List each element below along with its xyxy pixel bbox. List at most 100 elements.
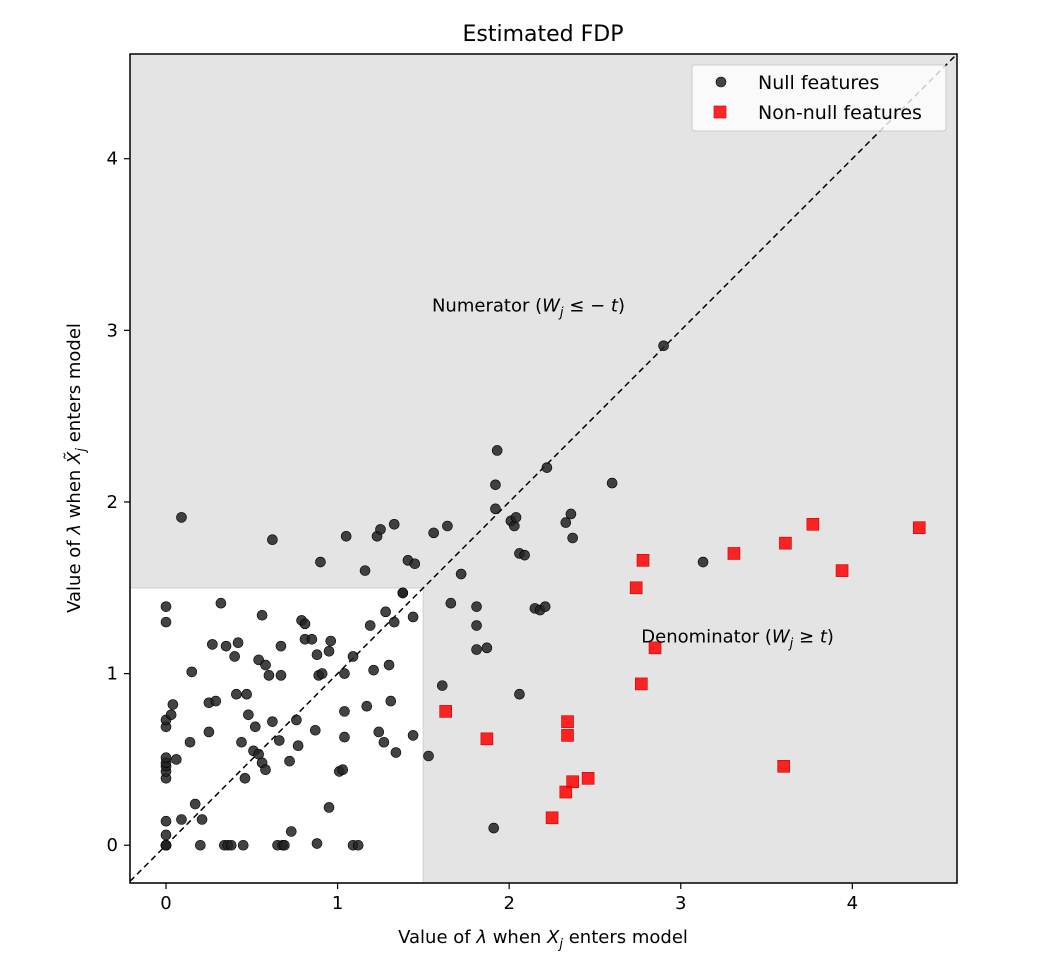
null-point: [165, 709, 177, 721]
null-point: [658, 340, 669, 352]
y-tick-label: 0: [107, 835, 118, 856]
null-point: [310, 724, 321, 736]
null-point: [380, 606, 391, 618]
null-point: [481, 642, 493, 654]
null-point: [160, 839, 172, 851]
null-point: [167, 699, 179, 710]
x-tick-label: 0: [160, 893, 171, 914]
non-null-point: [480, 732, 494, 746]
null-point: [189, 798, 201, 810]
x-tick-label: 4: [847, 893, 858, 914]
null-point: [325, 635, 337, 647]
null-point: [231, 688, 242, 700]
null-point: [237, 839, 249, 851]
non-null-point: [779, 536, 792, 550]
y-axis-label: Value of λ when X̃j enters model: [64, 323, 89, 613]
null-point: [455, 568, 467, 580]
null-point: [407, 730, 419, 741]
non-null-point: [566, 775, 579, 789]
y-tick-label: 4: [107, 149, 118, 170]
x-axis-label: Value of λ when Xj enters model: [398, 927, 688, 952]
y-tick-label: 1: [107, 664, 118, 685]
null-point: [292, 740, 304, 751]
legend-box: [691, 64, 947, 132]
null-point: [291, 714, 302, 726]
null-point: [160, 752, 172, 764]
null-point: [471, 601, 482, 612]
null-point: [311, 649, 323, 661]
non-null-point: [634, 677, 648, 691]
null-point: [195, 839, 206, 851]
null-point: [284, 755, 295, 767]
null-point: [249, 721, 261, 733]
null-point: [315, 556, 326, 568]
null-point: [491, 445, 503, 456]
null-point: [407, 611, 419, 623]
null-point: [388, 518, 400, 530]
non-null-point: [912, 521, 926, 535]
legend-marker-null: [715, 76, 727, 88]
null-point: [225, 839, 237, 851]
null-point: [375, 524, 386, 535]
null-point: [299, 618, 311, 630]
non-null-point: [629, 581, 643, 595]
null-point: [337, 764, 349, 776]
null-point: [383, 659, 395, 671]
non-null-point: [636, 554, 650, 567]
null-point: [428, 527, 439, 539]
null-point: [471, 644, 482, 655]
null-point: [311, 838, 323, 849]
null-point: [306, 633, 318, 645]
denominator-annotation: Denominator (Wj ≥ t): [641, 627, 834, 652]
null-point: [323, 802, 335, 813]
null-point: [352, 839, 364, 851]
x-tick-label: 3: [675, 893, 686, 914]
null-point: [606, 477, 618, 489]
null-point: [275, 640, 287, 652]
null-point: [567, 532, 578, 544]
x-tick-label: 2: [503, 893, 514, 914]
null-point: [215, 597, 227, 609]
null-point: [184, 736, 196, 748]
null-point: [490, 479, 501, 491]
null-point: [220, 640, 232, 652]
null-point: [267, 716, 278, 727]
non-null-point: [545, 811, 559, 825]
null-point: [171, 754, 182, 765]
null-point: [423, 750, 434, 762]
null-point: [697, 556, 709, 568]
null-point: [397, 587, 409, 599]
null-point: [378, 736, 390, 748]
null-point: [509, 520, 520, 532]
non-null-point: [561, 729, 574, 742]
null-point: [490, 503, 501, 515]
non-null-point: [559, 785, 573, 799]
chart-title: Estimated FDP: [463, 22, 624, 47]
null-point: [388, 616, 400, 628]
null-point: [260, 659, 271, 671]
legend-label-non-null: Non-null features: [758, 102, 922, 124]
null-point: [442, 520, 453, 532]
null-point: [273, 735, 285, 746]
null-point: [347, 651, 359, 662]
null-point: [488, 822, 500, 834]
null-point: [436, 680, 448, 691]
x-tick-label: 1: [332, 893, 343, 914]
y-tick-label: 2: [107, 492, 118, 513]
null-point: [285, 826, 297, 837]
y-tick-label: 3: [107, 320, 118, 341]
null-point: [339, 668, 350, 679]
null-point: [510, 512, 522, 523]
null-point: [340, 530, 352, 542]
null-point: [514, 688, 525, 700]
data-points-layer: [160, 340, 926, 851]
null-point: [243, 709, 254, 721]
non-null-point: [727, 547, 741, 560]
null-point: [359, 565, 371, 576]
null-point: [323, 645, 335, 657]
legend-marker-non-null: [713, 105, 727, 119]
null-point: [267, 534, 278, 546]
null-point: [241, 688, 252, 700]
null-point: [160, 829, 172, 841]
